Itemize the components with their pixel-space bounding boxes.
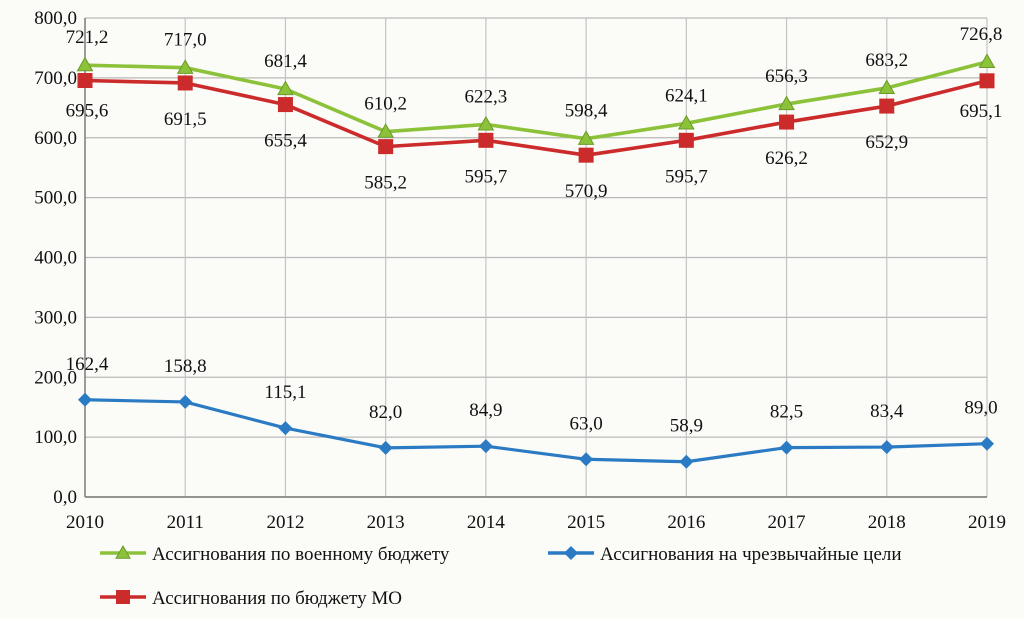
y-tick-label: 300,0	[34, 307, 77, 328]
data-label: 695,1	[960, 101, 1003, 122]
data-label: 82,0	[369, 402, 402, 423]
y-tick-label: 400,0	[34, 248, 77, 269]
diamond-marker	[879, 440, 894, 455]
x-tick-label: 2017	[768, 512, 806, 533]
data-label: 622,3	[465, 86, 508, 107]
data-label: 162,4	[66, 354, 109, 375]
triangle-marker	[76, 56, 94, 72]
data-label: 570,9	[565, 181, 608, 202]
diamond-marker	[278, 421, 293, 436]
data-label: 89,0	[964, 398, 997, 419]
square-marker	[116, 590, 130, 604]
axes: 0,0 100,0 200,0 300,0 400,0 500,0 600,0 700,0 80…	[34, 8, 1006, 533]
triangle-marker	[176, 59, 194, 74]
legend-label: Ассигнования на чрезвычайные цели	[600, 544, 902, 565]
diamond-marker	[78, 392, 92, 407]
data-label: 58,9	[670, 416, 703, 437]
square-marker	[678, 132, 694, 148]
data-label: 158,8	[164, 356, 207, 377]
y-tick-label: 600,0	[34, 128, 77, 149]
data-label: 595,7	[465, 166, 508, 187]
triangle-marker	[978, 53, 996, 68]
data-label: 656,3	[765, 66, 808, 87]
y-tick-label: 500,0	[34, 188, 77, 209]
diamond-marker	[564, 546, 578, 560]
data-label: 595,7	[665, 166, 708, 187]
series-lines	[76, 53, 996, 469]
data-label: 624,1	[665, 85, 708, 106]
legend-label: Ассигнования по военному бюджету	[152, 544, 450, 565]
square-marker	[478, 132, 494, 148]
y-tick-label: 200,0	[34, 367, 77, 388]
data-label: 115,1	[264, 382, 306, 403]
diamond-marker	[980, 436, 994, 451]
x-tick-label: 2015	[567, 512, 605, 533]
data-label: 598,4	[565, 101, 608, 122]
x-tick-label: 2019	[968, 512, 1006, 533]
triangle-marker	[477, 115, 495, 131]
diamond-marker	[679, 454, 694, 469]
triangle-marker	[778, 95, 795, 111]
data-label: 721,2	[66, 27, 109, 48]
triangle-marker	[577, 130, 595, 145]
square-marker	[77, 73, 93, 89]
diamond-marker	[178, 394, 193, 409]
diamond-series-line	[84, 398, 988, 464]
data-label: 717,0	[164, 30, 207, 51]
square-marker	[979, 73, 995, 89]
square-marker	[378, 139, 394, 155]
data-label: 84,9	[469, 400, 502, 421]
triangle-marker	[878, 79, 896, 95]
data-label: 82,5	[770, 402, 803, 423]
diamond-marker	[579, 452, 594, 467]
y-tick-label: 100,0	[34, 427, 77, 448]
data-label: 681,4	[264, 51, 307, 72]
square-marker	[578, 147, 594, 163]
data-label: 626,2	[765, 148, 808, 169]
triangle-series-line	[84, 60, 988, 141]
square-marker	[277, 97, 293, 113]
legend: Ассигнования по военному бюджету Ассигнов…	[100, 544, 902, 609]
diamond-marker	[478, 439, 493, 454]
data-labels: 721,2 717,0 681,4 610,2 622,3 598,4 624,1 656,3…	[66, 24, 1003, 437]
data-label: 726,8	[960, 24, 1003, 45]
legend-label: Ассигнования по бюджету МО	[152, 588, 402, 609]
triangle-marker	[677, 114, 695, 130]
data-label: 63,0	[569, 413, 602, 434]
diamond-marker	[378, 440, 393, 455]
y-tick-label: 800,0	[34, 8, 77, 29]
square-series-line	[84, 78, 988, 157]
square-marker	[177, 75, 193, 91]
data-label: 691,5	[164, 109, 207, 130]
square-marker	[779, 114, 795, 130]
data-label: 683,2	[865, 50, 908, 71]
data-label: 610,2	[364, 94, 407, 115]
y-tick-label: 700,0	[34, 68, 77, 89]
x-tick-label: 2012	[266, 512, 304, 533]
data-label: 695,6	[66, 101, 109, 122]
data-label: 585,2	[364, 173, 407, 194]
triangle-marker	[377, 123, 395, 138]
data-label: 652,9	[865, 132, 908, 153]
x-tick-label: 2016	[667, 512, 705, 533]
x-tick-label: 2014	[467, 512, 506, 533]
x-tick-label: 2011	[167, 512, 204, 533]
data-label: 83,4	[870, 401, 904, 422]
square-marker	[879, 98, 895, 114]
triangle-marker	[277, 80, 294, 96]
x-tick-label: 2013	[367, 512, 405, 533]
triangle-marker	[115, 544, 131, 559]
y-tick-label: 0,0	[53, 487, 77, 508]
data-label: 655,4	[264, 131, 307, 152]
x-tick-label: 2018	[868, 512, 906, 533]
x-tick-label: 2010	[66, 512, 104, 533]
diamond-marker	[779, 440, 794, 455]
